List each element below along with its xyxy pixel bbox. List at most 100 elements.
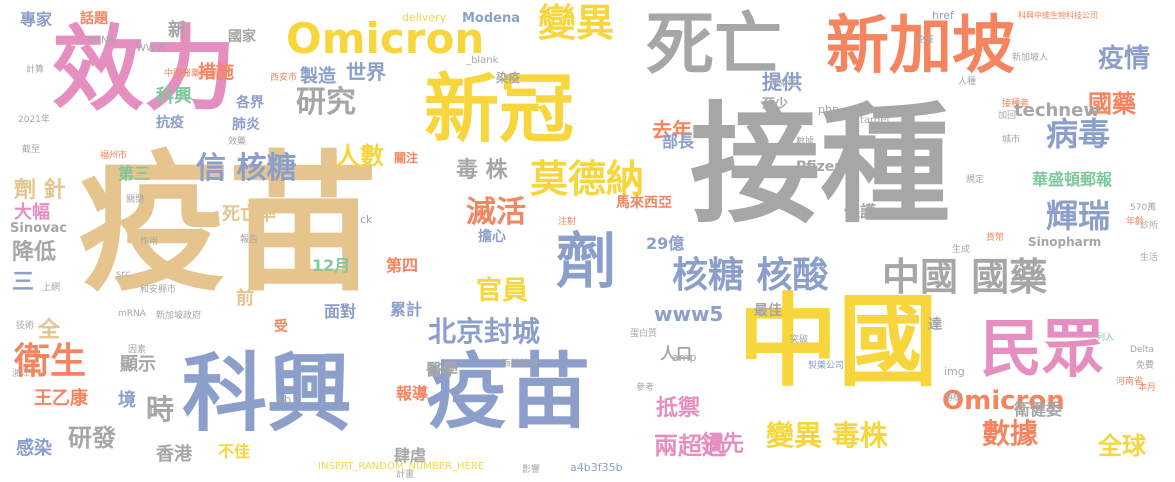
word-weijianwei: 衛健委 <box>1014 400 1063 419</box>
word-src: src <box>116 269 131 280</box>
word-29yi: 29億 <box>646 234 685 253</box>
word-blank: _blank <box>466 55 499 66</box>
word-zhishao: 至少 <box>762 97 789 112</box>
word-php: php <box>818 103 839 116</box>
word-renshu: 人數 <box>336 142 384 170</box>
word-erna: eRNA <box>88 35 116 46</box>
word-ck: ck <box>360 213 373 226</box>
word-haixiashibao: 海峽時報 <box>502 359 539 369</box>
word-lieru: 列入 <box>1096 333 1115 343</box>
word-zhejiang: 浙江 <box>12 369 31 379</box>
word-da: 達 <box>928 317 942 333</box>
word-siwanglv: 死亡率 <box>222 204 276 225</box>
word-chuantong: 傳統 <box>944 393 963 403</box>
word-chengsheng: 生成 <box>952 245 971 255</box>
word-huirui: 輝瑞 <box>1046 197 1111 235</box>
word-baogao: 報告 <box>240 235 259 245</box>
word-dafu: 大幅 <box>14 202 50 223</box>
word-guanmen: 關閉 <box>126 195 145 205</box>
word-tw: tw <box>150 407 163 418</box>
word-2021: 2021年 <box>18 115 50 125</box>
word-jieshu: 截至 <box>22 145 41 155</box>
word-jiahui: 加回 <box>998 111 1017 121</box>
word-liang-chaoguo: 兩超過 <box>654 432 726 460</box>
word-cb: cb <box>278 393 292 406</box>
word-kexing-small: 科興 <box>156 86 192 107</box>
word-diyu: 抵禦 <box>656 396 701 421</box>
word-yimiao-mid: 疫苗 <box>426 345 591 440</box>
word-yixue: 醫學 <box>426 360 459 379</box>
word-xian: 西安市 <box>270 73 298 83</box>
word-mianfei: 免費 <box>1136 361 1155 371</box>
word-miehuo: 滅活 <box>466 195 526 230</box>
word-shenghuo: 生活 <box>1140 253 1159 263</box>
word-jihua: 計畫 <box>396 470 415 480</box>
word-siwang: 死亡 <box>646 6 783 85</box>
word-jishu: 技術 <box>16 321 35 331</box>
word-kexing: 科興 <box>182 345 353 444</box>
word-lingxian: 領先 <box>700 432 745 457</box>
word-insert: INSERT_RANDOM_NUMBER_HERE <box>318 461 485 472</box>
word-bujia: 不佳 <box>218 442 251 461</box>
word-disi: 第四 <box>386 256 419 275</box>
word-yimiao-big: 疫苗 <box>78 138 379 312</box>
word-xinjiapo-small: 新加坡人 <box>1012 53 1049 63</box>
word-jiezhongzhe: 接種者 <box>1002 99 1030 109</box>
word-yingxiang: 影響 <box>522 465 541 475</box>
word-huobei: 貨幣 <box>986 233 1005 243</box>
word-delta: Delta <box>1130 345 1155 355</box>
word-huati: 話題 <box>80 11 108 27</box>
word-quanqiu: 全球 <box>1098 432 1146 460</box>
word-zhuyi: 注射 <box>558 217 577 227</box>
word-mrna: mRNA <box>118 309 146 319</box>
word-xinjiapozhengfu: 新加坡政府 <box>156 311 202 321</box>
word-nianling: 年齡 <box>1126 217 1145 227</box>
word-qunian: 去年 <box>652 118 692 142</box>
word-renzhong: 人種 <box>958 77 977 87</box>
word-tuisong: 突破 <box>790 335 809 345</box>
word-shou: 受 <box>274 319 288 335</box>
word-ganran: 感染 <box>16 438 52 459</box>
word-yanfa: 研發 <box>68 424 116 452</box>
word-target: target <box>860 115 891 126</box>
word-shuju2: 數據 <box>796 137 815 147</box>
word-zhenduan: 診所 <box>1140 221 1159 231</box>
word-www5: www5 <box>654 302 724 326</box>
word-renkou: 人口 <box>660 344 693 363</box>
word-kexingshengwu: 科興中維生物科技公司 <box>1018 11 1098 20</box>
word-zhongguoguoyao: 中國 國藥 <box>882 255 1048 299</box>
word-canjia: 參考 <box>636 383 655 393</box>
word-bianyi-top: 變異 <box>538 1 615 45</box>
word-shuju: 數據 <box>982 417 1039 450</box>
word-zhuanjia: 專家 <box>20 10 53 29</box>
word-sinovac: Sinovac <box>10 221 67 236</box>
word-kangyi: 抗疫 <box>156 115 184 131</box>
word-a4b3: a4b3f35b <box>570 461 623 474</box>
word-xiaoyao: 效藥 <box>228 137 247 147</box>
word-zhipin: 製藥公司 <box>808 361 845 371</box>
word-chuanran: 傳染性 <box>770 79 798 89</box>
word-xinjiapo: 新加坡 <box>826 9 1015 82</box>
word-guanzhu: 關注 <box>394 151 419 165</box>
word-quan: 全 <box>38 318 61 343</box>
word-technew: technew <box>1014 100 1100 121</box>
word-ranyi: 染疫 <box>496 71 521 85</box>
word-du-zhu: 毒 株 <box>456 158 508 183</box>
word-heanfu: 和安縣市 <box>140 285 177 295</box>
word-shi: 時 <box>146 393 175 426</box>
word-href: href <box>932 9 954 22</box>
word-sinopharm: Sinopharm <box>1028 235 1102 249</box>
word-bingdu: 病毒 <box>1046 115 1111 153</box>
word-zhongguoyiyao: 中國醫藥集團 <box>164 69 219 79</box>
word-yinsu: 因素 <box>128 345 147 355</box>
word-570: 570萬 <box>1130 203 1157 213</box>
word-miandui: 面對 <box>324 302 357 321</box>
word-jisuan: 計算 <box>26 65 45 75</box>
word-san: 三 <box>12 270 35 295</box>
word-zhizao: 製造 <box>300 66 336 87</box>
word-mailaixiya: 馬來西亞 <box>616 195 672 211</box>
word-beijing: 北京封城 <box>428 315 541 348</box>
word-hetang-hesuan: 核糖 核酸 <box>672 255 829 296</box>
word-amp: amp <box>672 351 697 364</box>
